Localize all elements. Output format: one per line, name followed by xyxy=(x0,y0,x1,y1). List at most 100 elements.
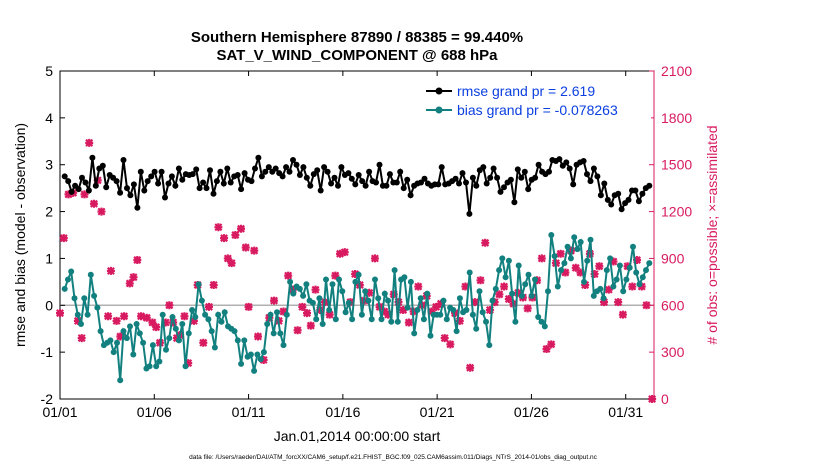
rmse-point xyxy=(255,154,262,161)
bias-point xyxy=(463,307,470,313)
rmse-point xyxy=(317,187,324,194)
bias-point xyxy=(420,316,427,323)
rmse-point xyxy=(362,182,369,189)
assimilated-count-marker xyxy=(106,266,115,275)
rmse-point xyxy=(296,172,303,178)
bias-point xyxy=(110,349,117,356)
bias-point xyxy=(120,328,127,335)
rmse-point xyxy=(207,167,213,174)
rmse-point xyxy=(124,185,130,192)
bias-point xyxy=(107,337,114,344)
rmse-point xyxy=(168,173,175,180)
rmse-point xyxy=(407,192,414,199)
assimilated-count-marker xyxy=(370,254,379,263)
assimilated-count-marker xyxy=(436,299,445,308)
bias-point xyxy=(489,297,496,304)
bias-point xyxy=(600,295,607,302)
assimilated-count-marker xyxy=(495,290,504,299)
rmse-point xyxy=(117,189,124,196)
rmse-point xyxy=(162,194,168,201)
bias-point xyxy=(257,356,264,363)
bias-point xyxy=(453,328,460,335)
rmse-point xyxy=(601,180,608,187)
bias-point xyxy=(646,260,653,267)
bias-point xyxy=(290,290,297,297)
bias-point xyxy=(587,236,594,243)
rmse-point xyxy=(459,170,466,177)
assimilated-count-marker xyxy=(581,280,590,289)
bias-point xyxy=(140,339,147,346)
bias-point xyxy=(277,330,284,337)
rmse-point xyxy=(421,175,428,182)
bias-point xyxy=(114,339,120,346)
rmse-point xyxy=(130,181,137,188)
assimilated-count-marker xyxy=(500,282,509,291)
y-tick-label: 0 xyxy=(45,297,53,313)
rmse-point xyxy=(473,182,480,189)
rmse-point xyxy=(556,156,563,163)
bias-point xyxy=(287,278,294,285)
x-tick-label: 01/16 xyxy=(325,404,360,420)
assimilated-count-marker xyxy=(542,345,551,354)
bias-point xyxy=(208,328,215,335)
assimilated-count-marker xyxy=(259,355,268,364)
bias-point xyxy=(133,321,140,327)
rmse-point xyxy=(272,165,279,172)
bias-point xyxy=(496,267,503,274)
bias-point xyxy=(87,271,94,278)
rmse-point xyxy=(525,186,532,193)
bias-point xyxy=(323,276,329,283)
assimilated-count-marker xyxy=(476,276,485,285)
bias-point xyxy=(620,288,627,295)
assimilated-count-marker xyxy=(165,301,174,310)
bias-point xyxy=(561,260,568,267)
legend-box xyxy=(422,80,651,122)
rmse-point xyxy=(175,165,182,172)
bias-point xyxy=(241,337,248,344)
bias-point xyxy=(437,311,444,318)
bias-point xyxy=(427,332,434,339)
bias-point xyxy=(616,262,623,269)
bias-point xyxy=(159,311,166,318)
y-tick-label: -1 xyxy=(41,344,54,360)
y-axis-ticks: -2 -1 0 1 2 3 4 5 xyxy=(41,63,65,407)
rmse-point xyxy=(494,174,501,181)
rmse-point xyxy=(227,179,234,186)
plot-area xyxy=(56,70,657,403)
rmse-point xyxy=(82,179,89,186)
y2-tick-label: 600 xyxy=(661,297,685,313)
assimilated-count-marker xyxy=(85,138,94,147)
bias-point xyxy=(584,257,591,264)
x-tick-label: 01/11 xyxy=(232,404,266,420)
bias-point xyxy=(146,363,153,370)
bias-point xyxy=(633,269,640,276)
bias-point xyxy=(469,311,476,318)
assimilated-count-marker xyxy=(440,334,449,343)
bias-point xyxy=(218,318,225,325)
bias-point xyxy=(385,297,391,304)
x-axis-label: Jan.01,2014 00:00:00 start xyxy=(274,428,441,444)
assimilated-count-marker xyxy=(129,273,138,282)
bias-point xyxy=(541,323,548,330)
rmse-point xyxy=(625,196,632,203)
bias-point xyxy=(590,292,597,299)
assimilated-count-marker xyxy=(77,334,86,343)
assimilated-count-marker xyxy=(152,323,161,332)
y2-tick-label: 300 xyxy=(661,344,685,360)
rmse-point xyxy=(435,181,442,188)
bias-point xyxy=(518,292,525,299)
y2-tick-label: 1500 xyxy=(661,157,692,173)
assimilated-count-marker xyxy=(142,313,151,322)
bias-point xyxy=(81,295,88,302)
rmse-point xyxy=(324,168,331,175)
bias-point xyxy=(329,281,336,288)
x-tick-label: 01/01 xyxy=(42,404,77,420)
bias-point xyxy=(211,344,218,351)
legend-rmse-label: rmse grand pr = 2.619 xyxy=(457,83,595,99)
assimilated-count-marker xyxy=(284,271,293,280)
assimilated-count-marker xyxy=(340,248,349,257)
rmse-point xyxy=(300,164,307,171)
assimilated-count-marker xyxy=(80,190,89,199)
bias-point xyxy=(153,363,160,370)
y2-tick-label: 0 xyxy=(661,391,669,407)
